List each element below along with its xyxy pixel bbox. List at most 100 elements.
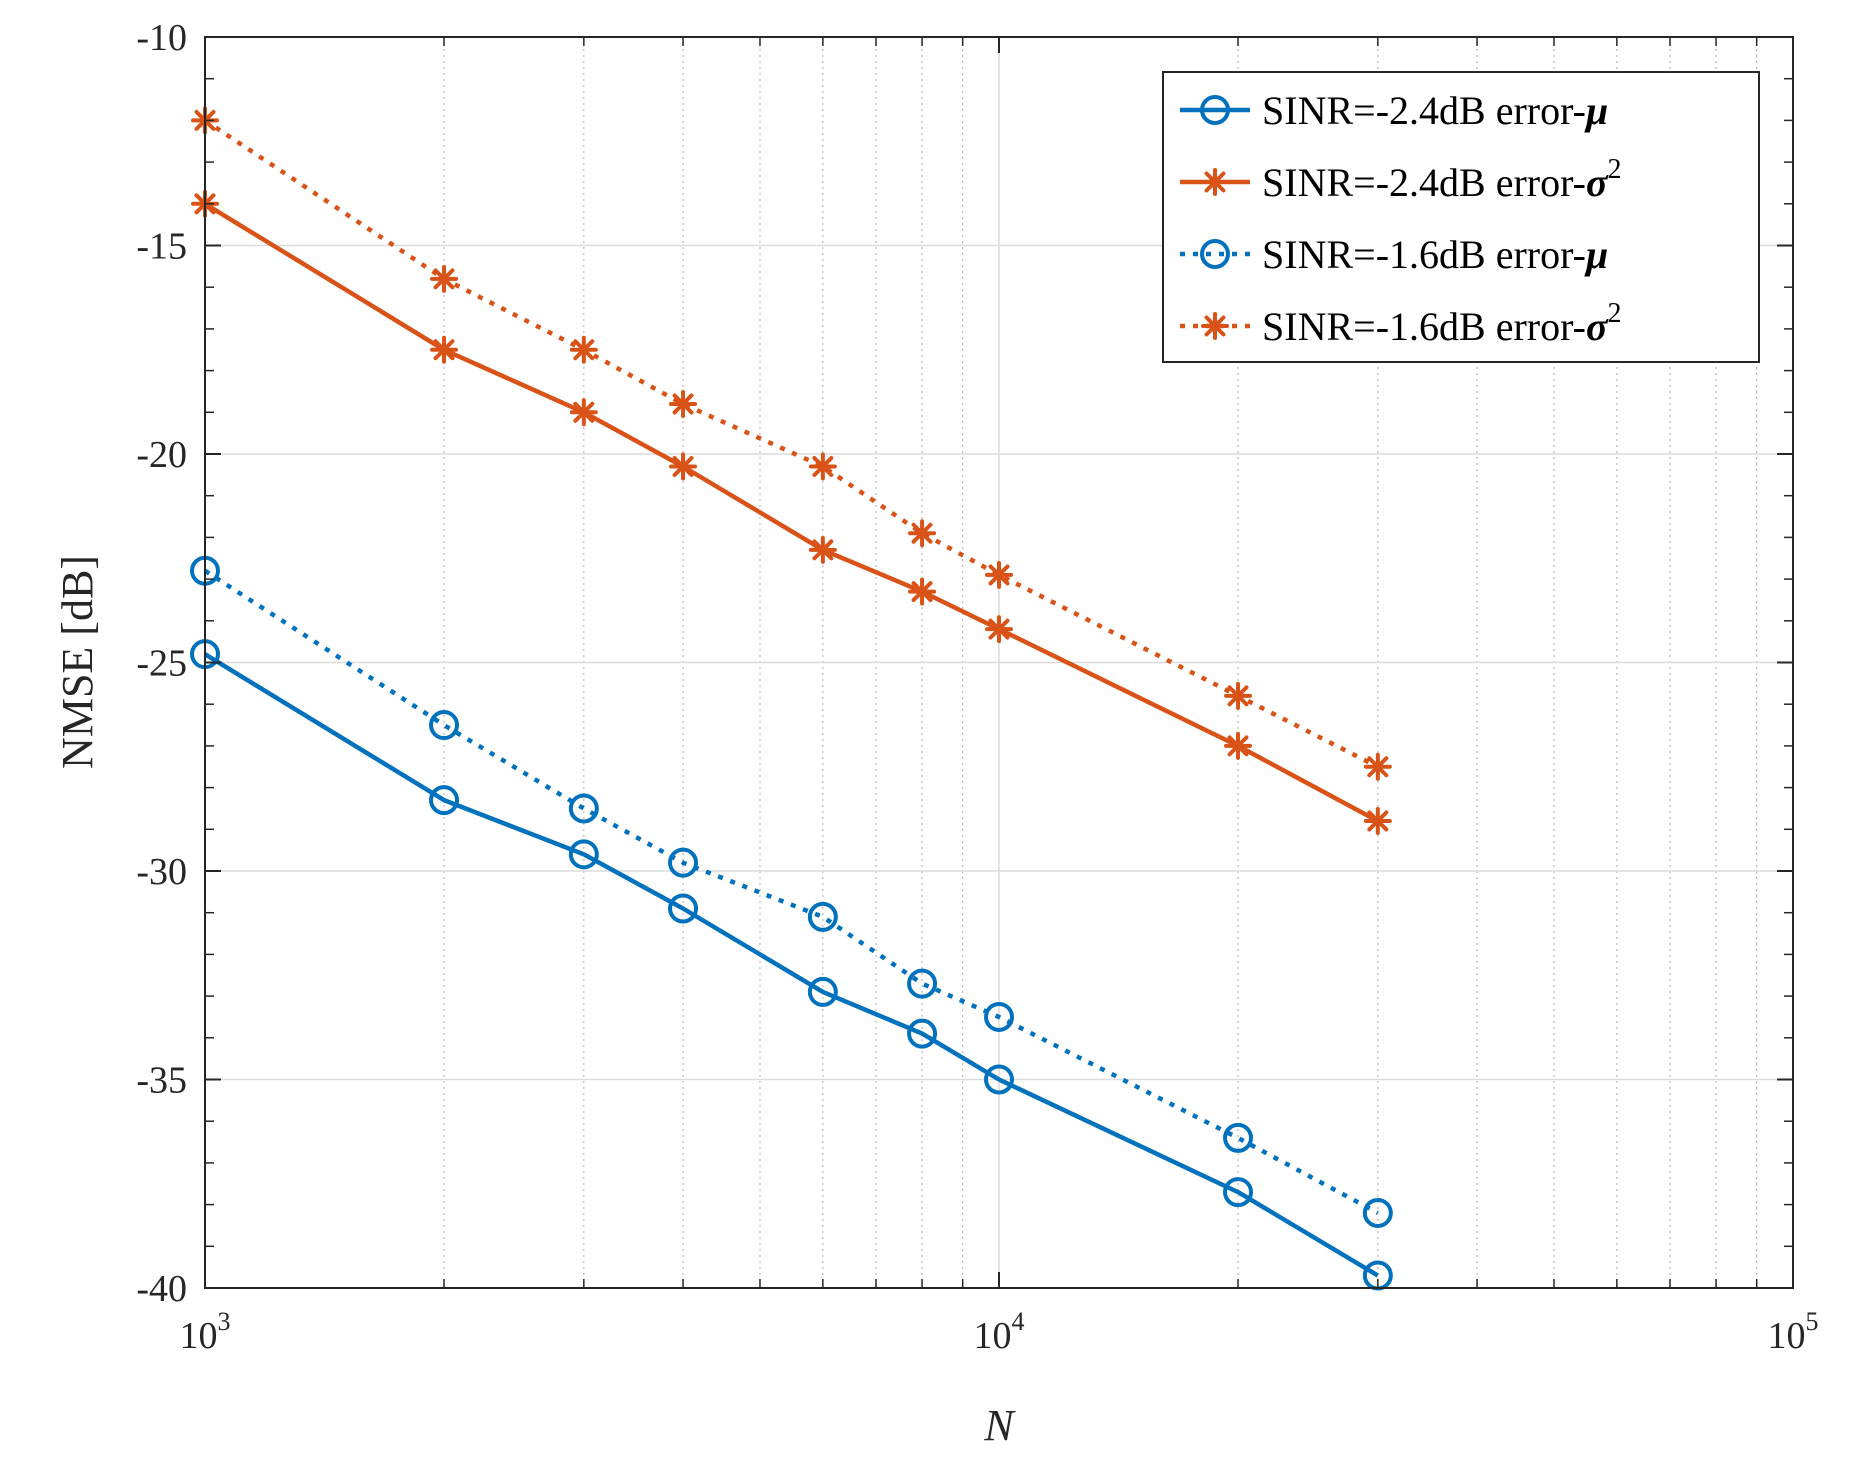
- legend-label: SINR=-1.6dB error-μ: [1262, 232, 1608, 277]
- data-point: [1362, 1197, 1393, 1228]
- data-point-stroke: [1367, 810, 1389, 832]
- x-tick-label: 103: [180, 1307, 231, 1357]
- data-point: [807, 976, 838, 1007]
- x-tick-label: 104: [974, 1307, 1025, 1357]
- x-axis-title: N: [983, 1401, 1016, 1450]
- legend-entry-2: SINR=-2.4dB error-σ2: [1180, 154, 1622, 205]
- legend-label-symbol: μ: [1584, 88, 1608, 133]
- data-point-stroke: [988, 564, 1010, 586]
- data-point: [1224, 731, 1253, 760]
- x-tick-label-base: 10: [974, 1315, 1012, 1357]
- series-layer: [190, 106, 1393, 1291]
- data-point: [568, 839, 599, 870]
- data-point-stroke: [812, 539, 834, 561]
- legend-label-text: SINR=-1.6dB error-: [1262, 304, 1586, 349]
- data-point-stroke: [911, 581, 933, 603]
- y-tick-label: -20: [136, 434, 187, 476]
- data-point-stroke: [1227, 735, 1249, 757]
- legend-label-superscript: 2: [1608, 154, 1622, 185]
- data-point: [984, 1064, 1014, 1095]
- data-point: [1363, 752, 1392, 781]
- data-point: [984, 1001, 1014, 1032]
- y-tick-label: -35: [136, 1060, 187, 1102]
- data-point-stroke: [1227, 685, 1249, 707]
- legend-label-superscript: 2: [1608, 298, 1622, 329]
- data-point: [985, 560, 1013, 589]
- y-axis-title: NMSE [dB]: [53, 555, 102, 769]
- y-tick-label: -15: [136, 226, 187, 268]
- legend-label-text: SINR=-1.6dB error-: [1262, 232, 1586, 277]
- axis-ticks: [204, 36, 1794, 1289]
- legend-label-text: SINR=-2.4dB error-: [1262, 88, 1586, 133]
- legend-label-symbol: μ: [1584, 232, 1608, 277]
- data-point: [429, 785, 460, 816]
- legend-label: SINR=-2.4dB error-μ: [1262, 88, 1608, 133]
- data-point: [807, 901, 838, 932]
- legend-box: [1162, 71, 1760, 363]
- y-tick-label: -30: [136, 851, 187, 893]
- series-2: [191, 189, 1392, 835]
- data-point: [669, 452, 698, 481]
- data-point: [1200, 239, 1230, 269]
- data-point: [1201, 168, 1229, 196]
- data-point-stroke: [1367, 756, 1389, 778]
- legend-label: SINR=-2.4dB error-σ2: [1262, 154, 1622, 205]
- y-tick-label: -40: [136, 1268, 187, 1310]
- data-point: [1224, 681, 1253, 710]
- y-tick-label: -25: [136, 643, 187, 685]
- data-point-stroke: [911, 522, 933, 544]
- series-line: [203, 118, 1379, 769]
- data-point: [668, 847, 699, 878]
- legend-entry-4: SINR=-1.6dB error-σ2: [1180, 298, 1622, 349]
- data-point: [808, 452, 837, 481]
- series-line: [203, 568, 1379, 1215]
- data-point-stroke: [988, 618, 1010, 640]
- x-tick-label-exponent: 3: [218, 1307, 231, 1336]
- legend-label: SINR=-1.6dB error-σ2: [1262, 298, 1622, 349]
- data-point: [907, 1018, 938, 1049]
- series-line: [203, 652, 1379, 1278]
- data-point-stroke: [573, 339, 595, 361]
- x-tick-label-base: 10: [1768, 1315, 1806, 1357]
- data-point: [430, 335, 459, 364]
- data-point: [1223, 1177, 1254, 1208]
- data-point: [569, 335, 598, 364]
- data-point-stroke: [433, 268, 455, 290]
- data-point: [985, 615, 1013, 644]
- data-point-stroke: [672, 456, 694, 477]
- data-point: [907, 968, 938, 999]
- x-tick-label-exponent: 4: [1012, 1307, 1025, 1336]
- data-point: [430, 264, 459, 293]
- data-point-stroke: [433, 339, 455, 361]
- data-point: [668, 893, 699, 924]
- legend-label-symbol: σ: [1586, 304, 1609, 349]
- data-point: [669, 389, 698, 418]
- data-point: [1200, 95, 1230, 125]
- data-point: [908, 519, 937, 548]
- legend-entry-3: SINR=-1.6dB error-μ: [1180, 232, 1608, 277]
- data-point: [1223, 1122, 1254, 1153]
- x-tick-label: 105: [1768, 1307, 1819, 1357]
- tick-labels: 103 104 105-10-15-20-25-30-35-40: [136, 17, 1818, 1357]
- data-point: [568, 793, 599, 824]
- data-point: [569, 398, 598, 427]
- data-point: [808, 535, 837, 564]
- y-tick-label: -10: [136, 17, 187, 59]
- series-1: [190, 639, 1393, 1291]
- data-point-stroke: [812, 456, 834, 477]
- x-tick-label-exponent: 5: [1806, 1307, 1819, 1336]
- data-point: [908, 577, 937, 606]
- data-point: [429, 710, 460, 741]
- data-point-stroke: [1204, 315, 1226, 337]
- data-point: [1363, 806, 1392, 835]
- x-tick-label-base: 10: [180, 1315, 218, 1357]
- data-point-stroke: [573, 401, 595, 423]
- legend-entry-1: SINR=-2.4dB error-μ: [1180, 88, 1608, 133]
- data-point-stroke: [672, 393, 694, 415]
- data-point-stroke: [1204, 171, 1226, 193]
- legend-label-symbol: σ: [1586, 160, 1609, 205]
- legend-label-text: SINR=-2.4dB error-: [1262, 160, 1586, 205]
- data-point: [1201, 312, 1229, 340]
